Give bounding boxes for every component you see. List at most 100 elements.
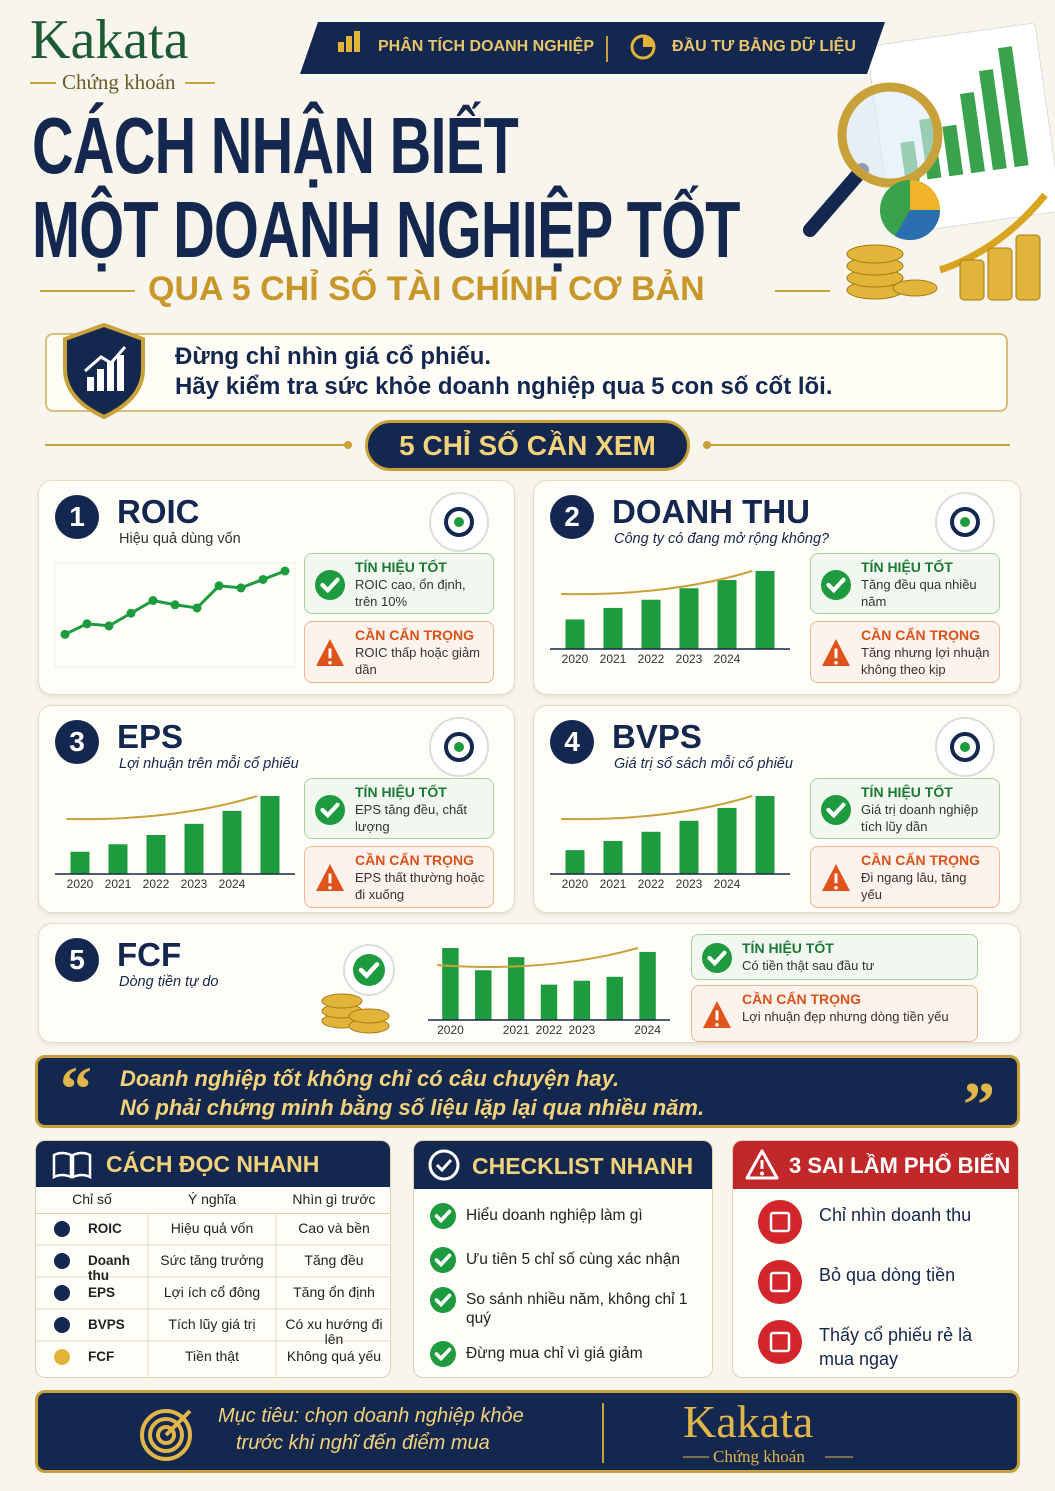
badge	[55, 938, 99, 982]
bar	[641, 599, 661, 649]
metric-desc: Lợi nhuận trên mỗi cổ phiếu	[119, 756, 299, 772]
table-cell: Tăng ổn định	[293, 1284, 375, 1300]
metric-name: BVPS	[612, 718, 702, 755]
warn-text: Tăng nhưng lợi nhuận không theo kịp	[861, 645, 990, 677]
line-point	[214, 581, 224, 591]
checklist-item: So sánh nhiều năm, không chỉ 1 quý	[466, 1291, 688, 1327]
check-header-icon	[428, 1149, 460, 1181]
row-icon	[54, 1349, 70, 1365]
mistake-circle	[758, 1320, 802, 1364]
panel-title: CHECKLIST NHANH	[472, 1153, 694, 1179]
row-icon	[54, 1253, 70, 1269]
bar	[540, 984, 558, 1020]
warning-dot	[328, 660, 332, 665]
good-box: TÍN HIỆU TỐT Tăng đều qua nhiều năm	[810, 553, 1000, 614]
bar	[222, 810, 242, 874]
badge	[550, 720, 594, 764]
metric-name: FCF	[117, 936, 182, 973]
metric-icon	[429, 717, 489, 777]
metric-number: 1	[69, 501, 85, 532]
metric-number: 4	[564, 726, 580, 757]
warning-icon	[822, 864, 850, 891]
number-badge: 2	[550, 495, 594, 539]
panel-title: 3 SAI LẦM PHỔ BIẾN	[789, 1153, 1011, 1178]
metric-name: DOANH THU	[612, 493, 810, 530]
bar	[679, 588, 699, 649]
mini-chart: 2020 2021 2022 2023 2024	[550, 570, 790, 666]
metric-card: 4 BVPS Giá trị sổ sách mỗi cổ phiếu 2020 202…	[533, 705, 1021, 913]
check-icon	[430, 1287, 456, 1313]
warning-icon	[703, 1000, 731, 1028]
table-cell: BVPS	[88, 1317, 125, 1332]
footer: Mục tiêu: chọn doanh nghiệp khỏe trước kh…	[35, 1390, 1020, 1473]
x-tick-label: 2024	[634, 1023, 661, 1037]
metric-number: 2	[564, 501, 580, 532]
header-illustration	[803, 22, 1055, 301]
x-tick-label: 2024	[714, 877, 741, 891]
metric-desc: Dòng tiền tự do	[119, 974, 219, 990]
tag-icon	[354, 31, 360, 52]
metric-icon	[935, 492, 995, 552]
mistake-icon	[758, 1200, 802, 1244]
quote-line: Doanh nghiệp tốt không chỉ có câu chuyện…	[120, 1066, 620, 1091]
subtitle: QUA 5 CHỈ SỐ TÀI CHÍNH CƠ BẢN	[148, 270, 705, 308]
mistake-circle	[758, 1260, 802, 1304]
bar	[146, 835, 166, 874]
x-tick-label: 2024	[219, 877, 246, 891]
quote-line: Nó phải chứng minh bằng số liệu lặp lại …	[120, 1095, 705, 1120]
mini-chart: 2020 2021 2022 2023 2024	[55, 795, 295, 891]
footer-line: trước khi nghĩ đến điểm mua	[236, 1432, 490, 1454]
tag-icon	[338, 42, 344, 52]
x-tick-label: 2024	[714, 652, 741, 666]
mistake-glyph	[769, 1211, 791, 1233]
warn-title: CẦN CẨN TRỌNG	[861, 627, 980, 643]
bar	[755, 571, 775, 649]
line-point	[280, 566, 290, 576]
intro-line: Hãy kiểm tra sức khỏe doanh nghiệp qua 5…	[175, 373, 833, 400]
mistake-item: Chỉ nhìn doanh thu	[819, 1205, 972, 1225]
bar	[565, 850, 585, 874]
section-title: 5 CHỈ SỐ CẦN XEM	[365, 420, 690, 471]
good-text: Có tiền thật sau đầu tư	[742, 958, 875, 973]
good-box: TÍN HIỆU TỐT ROIC cao, ổn định, trên 10%	[304, 553, 494, 614]
checklist-item: Hiểu doanh nghiệp làm gì	[466, 1207, 643, 1224]
table-cell: Không quá yếu	[286, 1348, 382, 1364]
rule-dot	[344, 441, 352, 449]
warning-icon	[316, 639, 344, 666]
main-title: MỘT DOANH NGHIỆP TỐT	[32, 185, 740, 274]
check-mark	[826, 577, 846, 593]
good-box: TÍN HIỆU TỐT Có tiền thật sau đầu tư	[691, 934, 978, 980]
warn-text: Đi ngang lâu, tăng yếu	[861, 870, 967, 902]
quote-mark: “	[60, 1053, 92, 1124]
quick-read-panel: CÁCH ĐỌC NHANH Chỉ số Ý nghĩa Nhìn gì trước…	[35, 1140, 391, 1378]
bar	[606, 976, 623, 1020]
table-grid	[36, 1213, 390, 1377]
section-rules	[45, 441, 1010, 449]
badge	[550, 495, 594, 539]
x-tick-label: 2020	[562, 652, 589, 666]
x-tick-label: 2023	[676, 652, 703, 666]
warn-header-icon	[745, 1149, 779, 1180]
table-cell: Hiệu quả vốn	[170, 1220, 254, 1236]
table-header: Chỉ số	[72, 1191, 112, 1207]
warn-title: CẦN CẨN TRỌNG	[355, 627, 474, 643]
target-ring	[156, 1425, 176, 1445]
shield-bar	[117, 355, 124, 391]
metric-desc: Giá trị sổ sách mỗi cổ phiếu	[614, 756, 793, 772]
warn-box: CẦN CẨN TRỌNG ROIC thấp hoặc giảm dần	[304, 621, 494, 683]
quote-mark: ”	[963, 1069, 995, 1140]
number-badge: 3	[55, 720, 99, 764]
triangle	[745, 1149, 779, 1180]
tag: PHÂN TÍCH DOANH NGHIỆP	[378, 38, 595, 55]
icon-glyph	[960, 517, 970, 527]
check-mark	[434, 1347, 452, 1362]
brand-sub: Chứng khoán	[62, 70, 176, 94]
check-mark	[434, 1293, 452, 1308]
badge	[55, 720, 99, 764]
x-tick-label: 2022	[143, 877, 170, 891]
coin	[348, 1008, 390, 1024]
line-point	[236, 583, 246, 593]
x-tick-label: 2023	[676, 877, 703, 891]
mistakes-panel: 3 SAI LẦM PHỔ BIẾN Chỉ nhìn doanh thu Bỏ q…	[732, 1140, 1019, 1378]
